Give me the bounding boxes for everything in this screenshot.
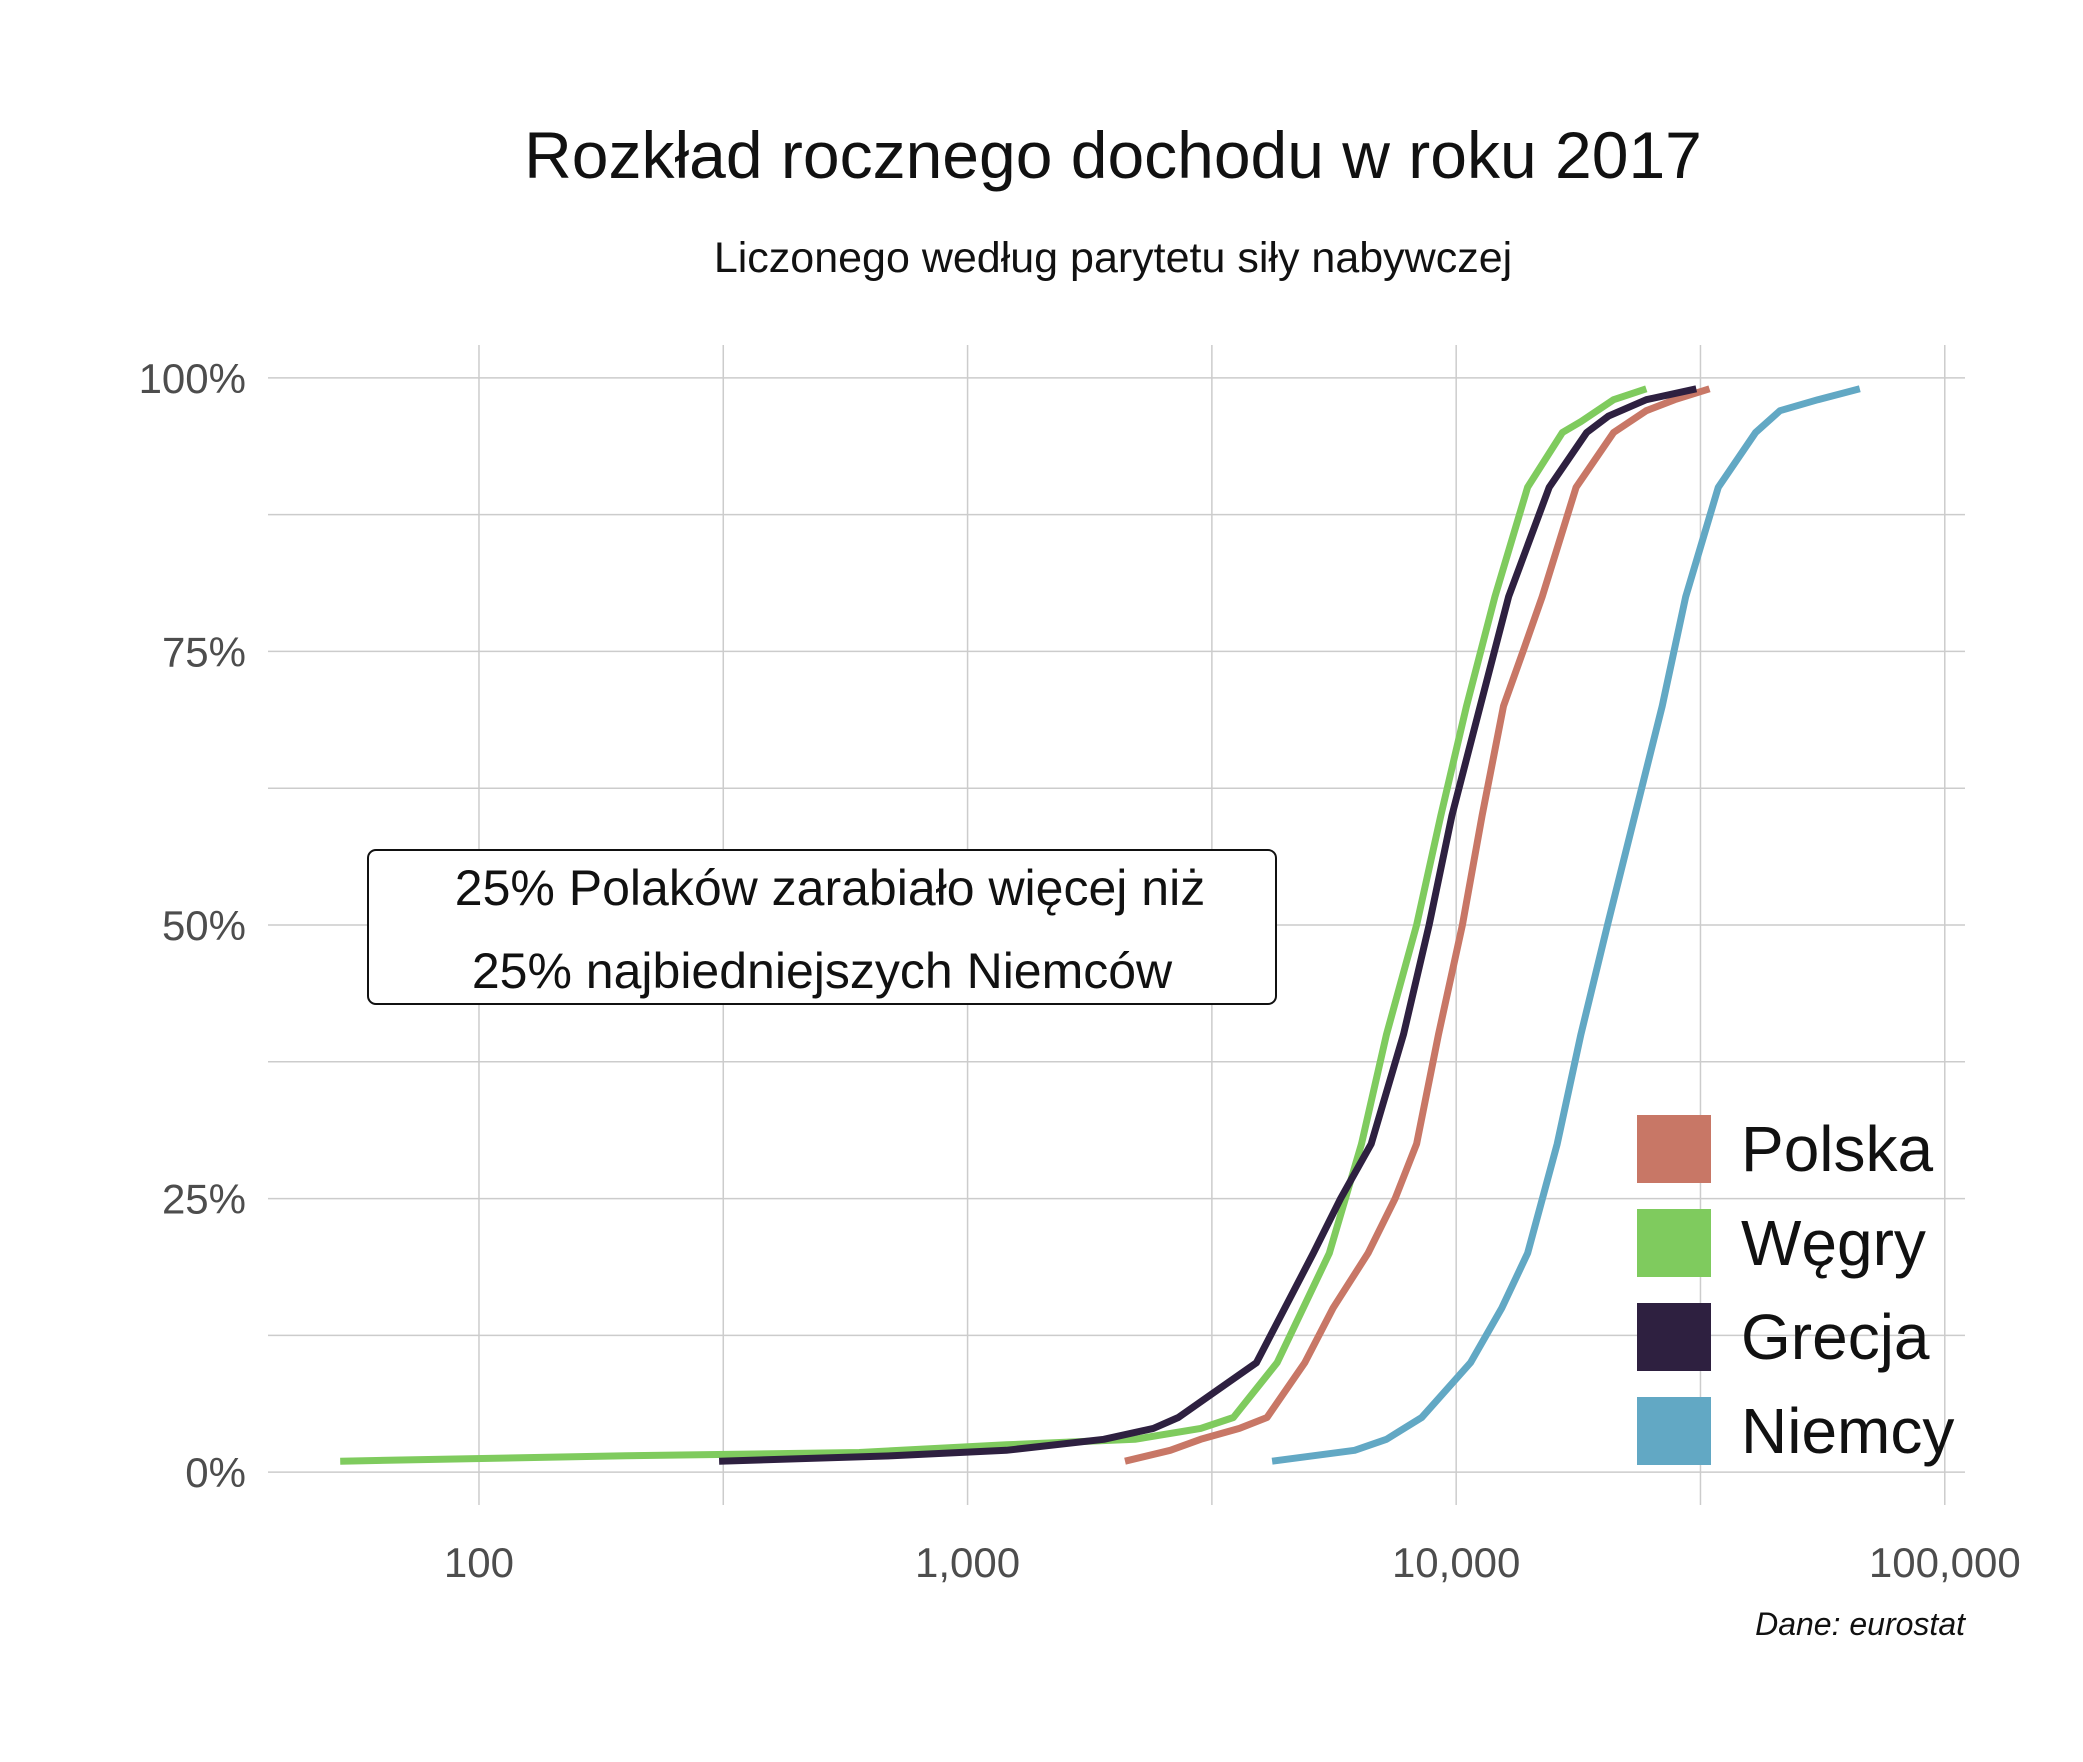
annotation-line-2: 25% najbiedniejszych Niemców [472,943,1173,999]
y-tick-label: 50% [162,902,246,949]
series-line-grecja [718,385,1698,1465]
annotation-box: 25% Polaków zarabiało więcej niż 25% naj… [367,849,1277,1005]
x-tick-label: 100 [444,1539,514,1586]
x-axis-ticks: 100 1,000 10,000 100,000 [444,1539,2021,1586]
legend-label-niemcy: Niemcy [1741,1395,1954,1467]
data-source-caption: Dane: eurostat [1755,1606,1966,1642]
y-tick-label: 75% [162,628,246,675]
y-tick-label: 100% [139,355,246,402]
y-tick-label: 25% [162,1176,246,1223]
series-line-węgry [340,385,1648,1465]
legend-label-polska: Polska [1741,1113,1934,1185]
series-line-polska [1124,385,1711,1465]
legend: Polska Węgry Grecja Niemcy [1637,1113,1954,1467]
chart-title: Rozkład rocznego dochodu w roku 2017 [524,118,1702,192]
y-tick-label: 0% [185,1449,246,1496]
legend-swatch-niemcy [1637,1397,1711,1465]
series-line-niemcy [1271,385,1861,1465]
annotation-frame [367,849,1277,1005]
series-lines [340,385,1861,1465]
annotation-line-1: 25% Polaków zarabiało więcej niż [455,860,1205,916]
x-tick-label: 10,000 [1392,1539,1520,1586]
legend-label-grecja: Grecja [1741,1301,1930,1373]
x-tick-label: 1,000 [915,1539,1020,1586]
legend-label-węgry: Węgry [1741,1207,1926,1279]
x-tick-label: 100,000 [1869,1539,2021,1586]
chart-subtitle: Liczonego według parytetu siły nabywczej [714,234,1512,282]
legend-swatch-węgry [1637,1209,1711,1277]
legend-swatch-grecja [1637,1303,1711,1371]
y-axis-ticks: 0% 25% 50% 75% 100% [139,355,246,1496]
legend-swatch-polska [1637,1115,1711,1183]
